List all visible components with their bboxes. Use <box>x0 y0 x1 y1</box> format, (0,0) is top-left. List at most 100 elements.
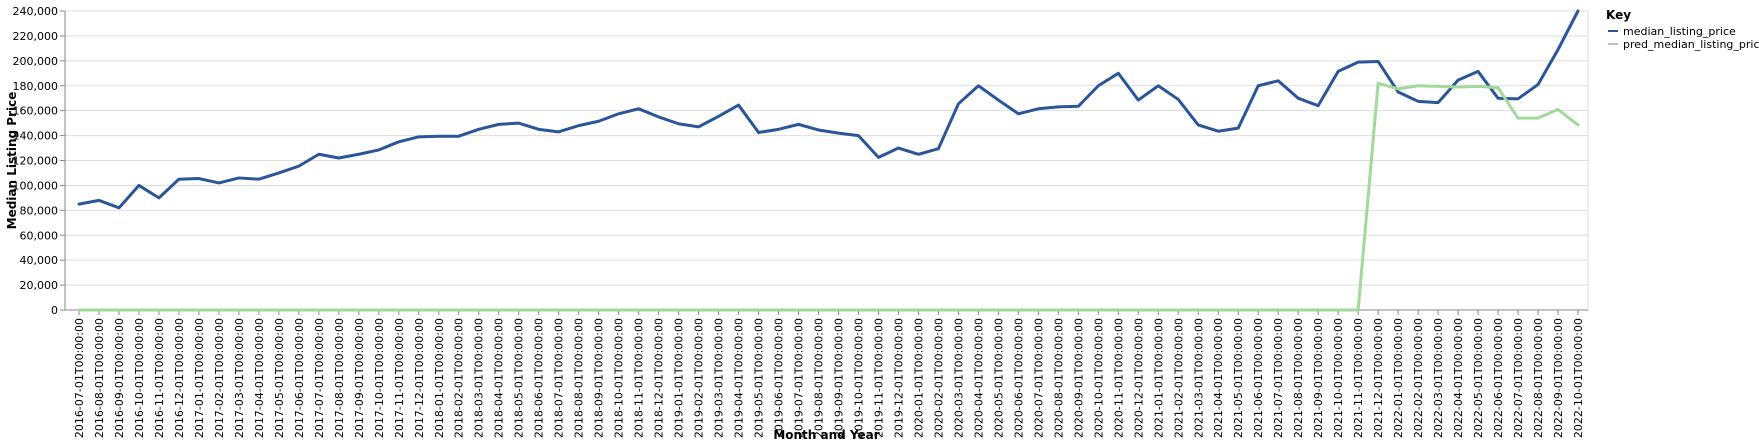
x-tick-label: 2018-09-01T00:00:00 <box>593 318 606 438</box>
x-tick-label: 2022-10-01T00:00:00 <box>1572 318 1585 438</box>
y-tick-label: 180,000 <box>13 80 59 93</box>
grid-lines <box>65 10 1588 311</box>
x-tick-label: 2020-03-01T00:00:00 <box>952 318 965 438</box>
x-tick-label: 2019-02-01T00:00:00 <box>693 318 706 438</box>
x-tick-label: 2019-10-01T00:00:00 <box>852 318 865 438</box>
x-tick-label: 2017-12-01T00:00:00 <box>413 318 426 438</box>
x-tick-label: 2022-07-01T00:00:00 <box>1512 318 1525 438</box>
x-tick-label: 2017-01-01T00:00:00 <box>193 318 206 438</box>
y-tick-label: 60,000 <box>20 229 59 242</box>
x-tick-label: 2021-02-01T00:00:00 <box>1172 318 1185 438</box>
x-tick-label: 2019-05-01T00:00:00 <box>753 318 766 438</box>
x-tick-label: 2018-11-01T00:00:00 <box>633 318 646 438</box>
y-tick-label: 160,000 <box>13 105 59 118</box>
y-axis-title: Median Listing Price <box>5 92 19 230</box>
x-tick-label: 2021-08-01T00:00:00 <box>1292 318 1305 438</box>
y-tick-label: 100,000 <box>13 179 59 192</box>
x-tick-label: 2019-03-01T00:00:00 <box>713 318 726 438</box>
x-tick-label: 2016-09-01T00:00:00 <box>113 318 126 438</box>
legend-label: pred_median_listing_price <box>1623 38 1759 51</box>
y-tick-label: 20,000 <box>20 279 59 292</box>
x-tick-label: 2019-09-01T00:00:00 <box>832 318 845 438</box>
legend-title: Key <box>1606 8 1631 22</box>
x-tick-label: 2022-05-01T00:00:00 <box>1472 318 1485 438</box>
x-tick-label: 2019-01-01T00:00:00 <box>673 318 686 438</box>
x-tick-label: 2021-06-01T00:00:00 <box>1252 318 1265 438</box>
x-tick-label: 2021-01-01T00:00:00 <box>1152 318 1165 438</box>
x-tick-label: 2018-05-01T00:00:00 <box>513 318 526 438</box>
x-tick-label: 2019-07-01T00:00:00 <box>793 318 806 438</box>
x-tick-label: 2017-07-01T00:00:00 <box>313 318 326 438</box>
x-tick-label: 2021-10-01T00:00:00 <box>1332 318 1345 438</box>
x-tick-label: 2018-07-01T00:00:00 <box>553 318 566 438</box>
x-tick-label: 2022-09-01T00:00:00 <box>1552 318 1565 438</box>
x-tick-label: 2019-04-01T00:00:00 <box>733 318 746 438</box>
x-tick-label: 2016-08-01T00:00:00 <box>93 318 106 438</box>
x-tick-label: 2017-02-01T00:00:00 <box>213 318 226 438</box>
y-axis: 0 20,000 40,000 60,000 80,000 100,000 120,000 1… <box>13 5 66 317</box>
y-tick-label: 80,000 <box>20 204 59 217</box>
x-tick-label: 2018-04-01T00:00:00 <box>493 318 506 438</box>
legend: Key median_listing_pricepred_median_list… <box>1606 8 1759 51</box>
x-tick-label: 2021-03-01T00:00:00 <box>1192 318 1205 438</box>
legend-label: median_listing_price <box>1623 25 1736 38</box>
x-tick-label: 2018-12-01T00:00:00 <box>653 318 666 438</box>
x-tick-label: 2020-12-01T00:00:00 <box>1132 318 1145 438</box>
x-tick-label: 2018-10-01T00:00:00 <box>613 318 626 438</box>
x-tick-label: 2017-04-01T00:00:00 <box>253 318 266 438</box>
x-tick-label: 2020-06-01T00:00:00 <box>1012 318 1025 438</box>
y-tick-label: 40,000 <box>20 254 59 267</box>
x-tick-label: 2017-06-01T00:00:00 <box>293 318 306 438</box>
x-tick-label: 2022-08-01T00:00:00 <box>1532 318 1545 438</box>
x-tick-label: 2018-03-01T00:00:00 <box>473 318 486 438</box>
x-tick-label: 2019-12-01T00:00:00 <box>892 318 905 438</box>
x-tick-label: 2021-11-01T00:00:00 <box>1352 318 1365 438</box>
x-tick-label: 2020-10-01T00:00:00 <box>1092 318 1105 438</box>
series-line-pred_median_listing_price <box>77 81 1580 312</box>
x-tick-label: 2021-05-01T00:00:00 <box>1232 318 1245 438</box>
x-tick-label: 2018-08-01T00:00:00 <box>573 318 586 438</box>
x-tick-label: 2020-01-01T00:00:00 <box>912 318 925 438</box>
x-tick-label: 2020-09-01T00:00:00 <box>1072 318 1085 438</box>
x-axis-title: Month and Year <box>773 428 879 442</box>
x-tick-label: 2021-09-01T00:00:00 <box>1312 318 1325 438</box>
x-tick-label: 2020-05-01T00:00:00 <box>992 318 1005 438</box>
x-tick-label: 2022-02-01T00:00:00 <box>1412 318 1425 438</box>
x-tick-label: 2016-07-01T00:00:00 <box>73 318 86 438</box>
x-tick-label: 2020-02-01T00:00:00 <box>932 318 945 438</box>
x-axis: 2016-07-01T00:00:00 2016-08-01T00:00:00 20… <box>65 309 1588 438</box>
x-tick-label: 2016-12-01T00:00:00 <box>173 318 186 438</box>
x-tick-label: 2021-12-01T00:00:00 <box>1372 318 1385 438</box>
y-tick-label: 140,000 <box>13 130 59 143</box>
x-tick-label: 2017-08-01T00:00:00 <box>333 318 346 438</box>
y-tick-label: 0 <box>51 304 58 317</box>
x-tick-label: 2016-11-01T00:00:00 <box>153 318 166 438</box>
x-tick-label: 2018-01-01T00:00:00 <box>433 318 446 438</box>
x-tick-label: 2017-09-01T00:00:00 <box>353 318 366 438</box>
x-tick-label: 2019-11-01T00:00:00 <box>872 318 885 438</box>
x-tick-label: 2022-06-01T00:00:00 <box>1492 318 1505 438</box>
x-tick-label: 2016-10-01T00:00:00 <box>133 318 146 438</box>
x-tick-label: 2020-07-01T00:00:00 <box>1032 318 1045 438</box>
x-tick-label: 2017-05-01T00:00:00 <box>273 318 286 438</box>
x-tick-label: 2017-10-01T00:00:00 <box>373 318 386 438</box>
x-tick-label: 2019-06-01T00:00:00 <box>773 318 786 438</box>
x-tick-label: 2017-03-01T00:00:00 <box>233 318 246 438</box>
y-tick-label: 220,000 <box>13 30 59 43</box>
x-tick-label: 2020-08-01T00:00:00 <box>1052 318 1065 438</box>
x-tick-label: 2018-02-01T00:00:00 <box>453 318 466 438</box>
series-line-median_listing_price <box>77 9 1580 210</box>
x-tick-label: 2019-08-01T00:00:00 <box>813 318 826 438</box>
x-tick-label: 2017-11-01T00:00:00 <box>393 318 406 438</box>
series-lines <box>77 9 1580 312</box>
x-tick-label: 2018-06-01T00:00:00 <box>533 318 546 438</box>
x-tick-label: 2022-04-01T00:00:00 <box>1452 318 1465 438</box>
x-tick-label: 2020-11-01T00:00:00 <box>1112 318 1125 438</box>
x-tick-label: 2021-07-01T00:00:00 <box>1272 318 1285 438</box>
y-tick-label: 200,000 <box>13 55 59 68</box>
x-tick-label: 2020-04-01T00:00:00 <box>972 318 985 438</box>
x-tick-label: 2021-04-01T00:00:00 <box>1212 318 1225 438</box>
y-tick-label: 120,000 <box>13 155 59 168</box>
x-tick-label: 2022-03-01T00:00:00 <box>1432 318 1445 438</box>
